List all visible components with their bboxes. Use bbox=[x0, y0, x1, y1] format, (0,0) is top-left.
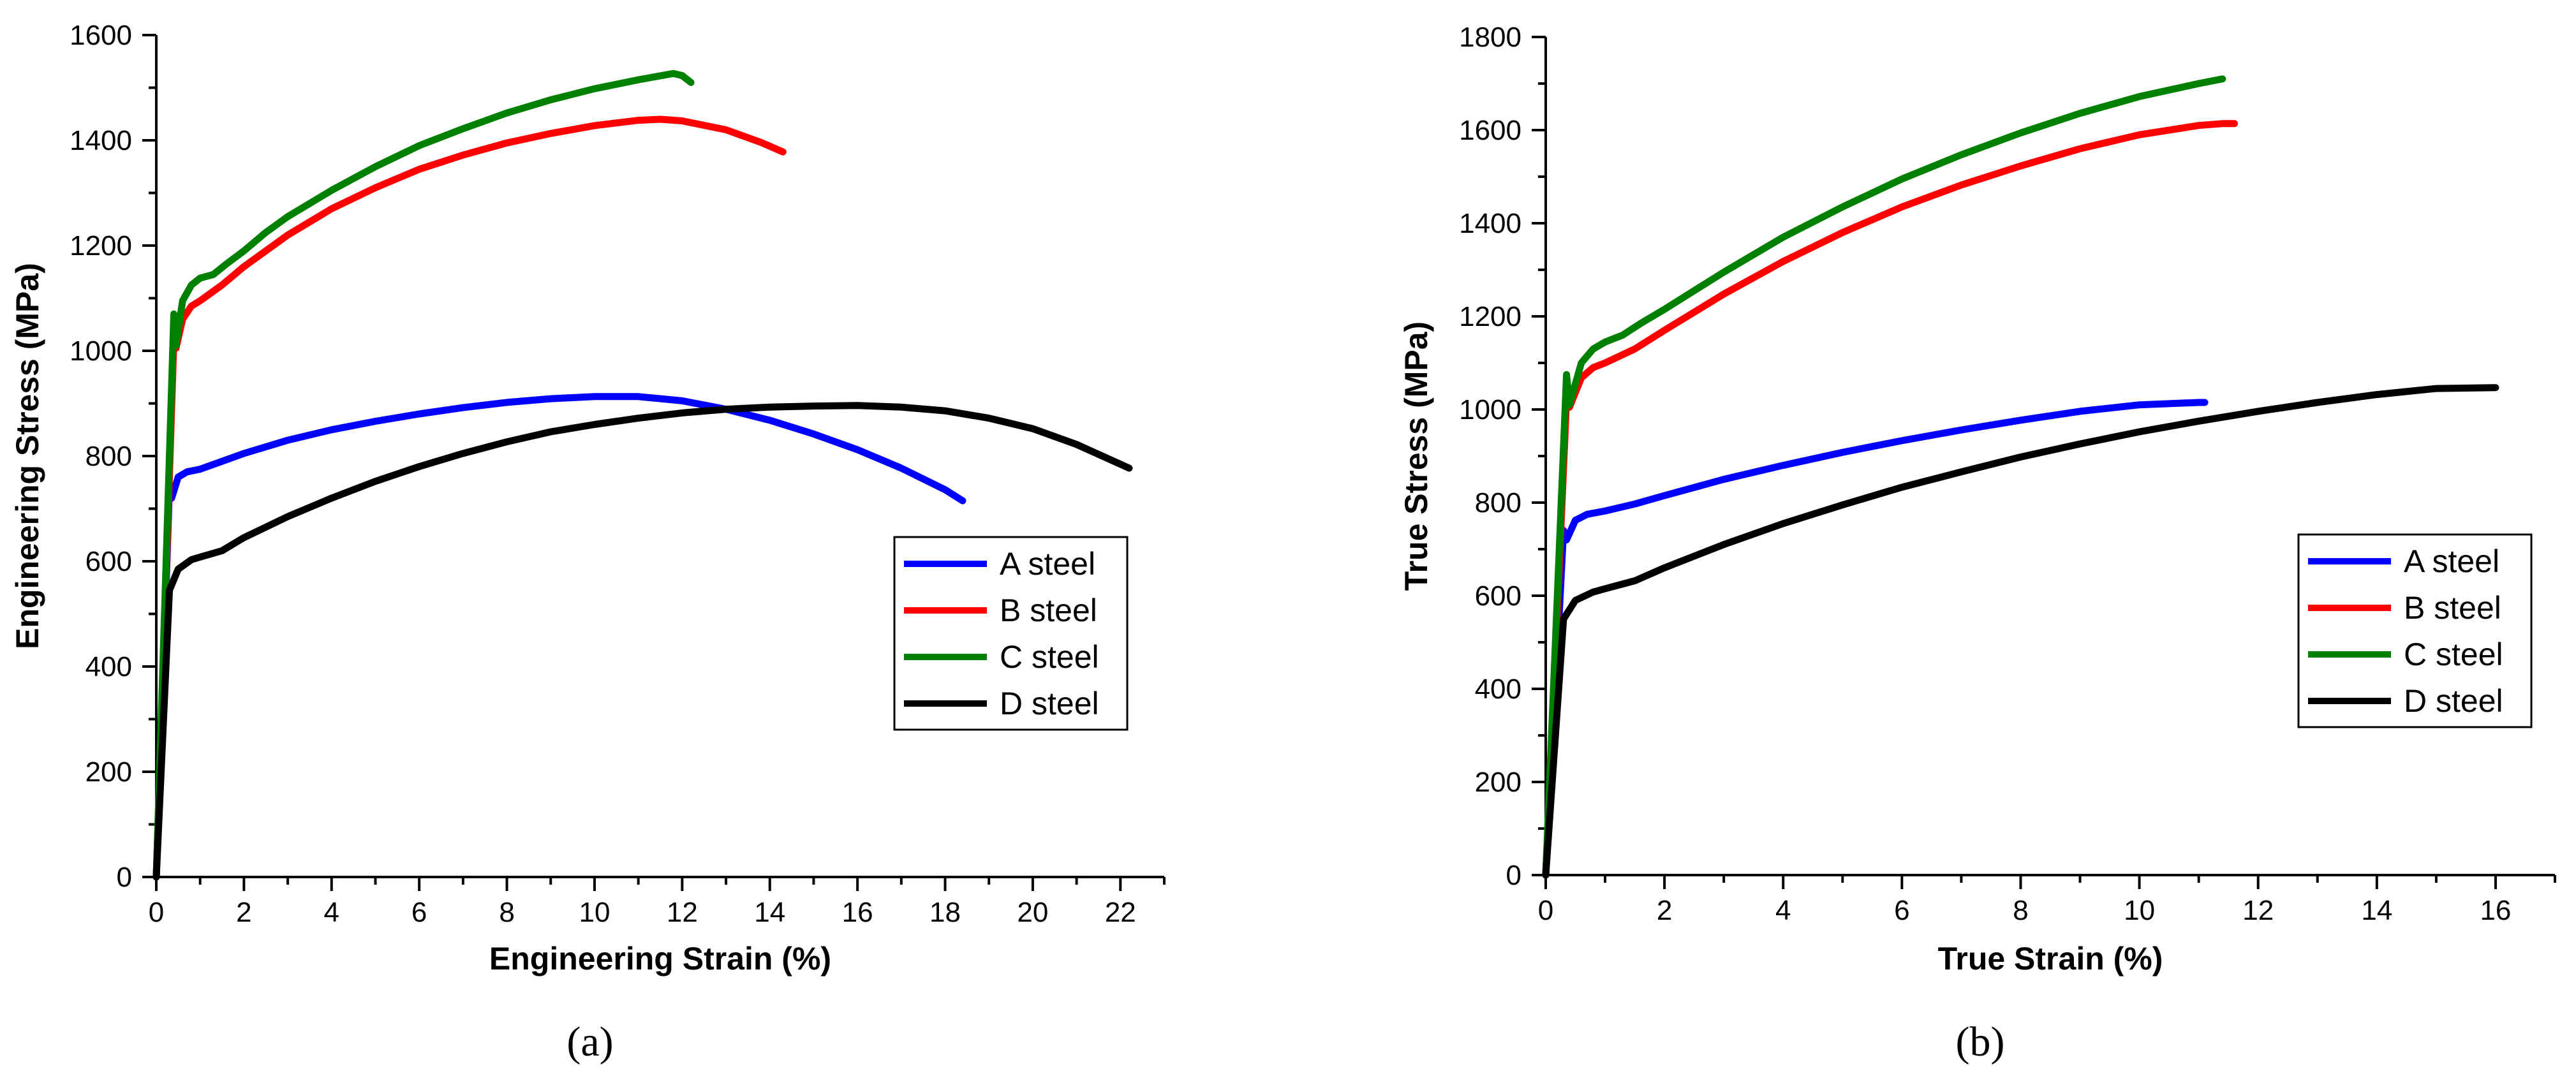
x-tick-label: 2 bbox=[236, 897, 251, 928]
x-tick-label: 10 bbox=[2124, 895, 2155, 926]
y-tick-label: 1000 bbox=[70, 335, 132, 367]
legend-entry-a-steel: A steel bbox=[1000, 546, 1095, 582]
legend-box bbox=[2297, 533, 2533, 728]
x-tick-label: 0 bbox=[1538, 895, 1553, 926]
y-tick-label: 0 bbox=[117, 862, 132, 893]
x-tick-label: 16 bbox=[842, 897, 873, 928]
x-tick-label: 4 bbox=[1775, 895, 1791, 926]
series-line-b-steel bbox=[1542, 120, 2238, 879]
chart-panel-2: 0 2 4 6 8 10 12 14 16 0 200 400 600 800 1000 1200 1400 16… bbox=[1398, 22, 2556, 1065]
panel-label: (b) bbox=[1956, 1019, 2005, 1065]
series-line-b-steel bbox=[152, 115, 787, 881]
x-tick-label: 22 bbox=[1105, 897, 1136, 928]
x-tick-label: 20 bbox=[1017, 897, 1048, 928]
legend-entry-d-steel: D steel bbox=[2404, 683, 2503, 719]
x-tick-label: 6 bbox=[411, 897, 427, 928]
y-tick-label: 1800 bbox=[1459, 22, 1521, 53]
x-tick-label: 4 bbox=[324, 897, 339, 928]
y-tick-label: 1400 bbox=[70, 125, 132, 156]
x-tick-label: 12 bbox=[2242, 895, 2274, 926]
x-tick-label: 18 bbox=[929, 897, 961, 928]
series-line-a-steel bbox=[1542, 399, 2209, 879]
chart-panel-1: 0 2 4 6 8 10 12 14 16 18 20 22 0 200 400 600 800 1000 1200… bbox=[10, 20, 1166, 1065]
y-tick-label: 0 bbox=[1506, 860, 1521, 891]
y-axis-label: True Stress (MPa) bbox=[1398, 321, 1434, 591]
x-tick-label: 0 bbox=[149, 897, 164, 928]
y-tick-label: 800 bbox=[1475, 487, 1521, 519]
x-axis-label: True Strain (%) bbox=[1938, 941, 2163, 977]
legend: A steel B steel C steel D steel bbox=[2297, 533, 2533, 728]
legend-entry-c-steel: C steel bbox=[1000, 639, 1099, 675]
legend: A steel B steel C steel D steel bbox=[893, 536, 1129, 731]
series-line-d-steel bbox=[1542, 384, 2499, 879]
y-tick-label: 800 bbox=[85, 441, 132, 472]
y-tick-label: 400 bbox=[85, 651, 132, 682]
x-tick-label: 8 bbox=[499, 897, 514, 928]
y-tick-label: 1600 bbox=[70, 20, 132, 51]
y-tick-label: 1600 bbox=[1459, 115, 1521, 146]
y-tick-label: 1000 bbox=[1459, 394, 1521, 425]
x-tick-label: 14 bbox=[754, 897, 785, 928]
legend-entry-b-steel: B steel bbox=[1000, 593, 1097, 628]
y-tick-label: 1200 bbox=[1459, 301, 1521, 332]
y-tick-label: 200 bbox=[85, 756, 132, 788]
panel-label: (a) bbox=[566, 1019, 613, 1065]
legend-box bbox=[893, 536, 1129, 731]
y-tick-label: 600 bbox=[85, 546, 132, 577]
legend-entry-a-steel: A steel bbox=[2404, 543, 2499, 579]
x-tick-label: 12 bbox=[667, 897, 698, 928]
series-line-d-steel bbox=[152, 402, 1133, 881]
x-tick-label: 6 bbox=[1894, 895, 1909, 926]
y-tick-label: 1400 bbox=[1459, 208, 1521, 239]
series-line-a-steel bbox=[152, 393, 966, 881]
series-line-c-steel bbox=[152, 70, 695, 881]
x-tick-label: 8 bbox=[2013, 895, 2028, 926]
x-tick-label: 16 bbox=[2480, 895, 2511, 926]
y-tick-label: 600 bbox=[1475, 580, 1521, 612]
y-tick-label: 200 bbox=[1475, 767, 1521, 798]
legend-entry-c-steel: C steel bbox=[2404, 637, 2503, 672]
legend-entry-b-steel: B steel bbox=[2404, 590, 2501, 626]
legend-entry-d-steel: D steel bbox=[1000, 686, 1099, 721]
y-tick-label: 1200 bbox=[70, 230, 132, 262]
x-tick-label: 2 bbox=[1657, 895, 1672, 926]
y-tick-label: 400 bbox=[1475, 674, 1521, 705]
x-tick-label: 10 bbox=[579, 897, 610, 928]
series-line-c-steel bbox=[1542, 75, 2226, 879]
x-tick-label: 14 bbox=[2361, 895, 2392, 926]
x-axis-label: Engineering Strain (%) bbox=[489, 941, 831, 977]
y-axis-label: Engineering Stress (MPa) bbox=[10, 263, 45, 649]
